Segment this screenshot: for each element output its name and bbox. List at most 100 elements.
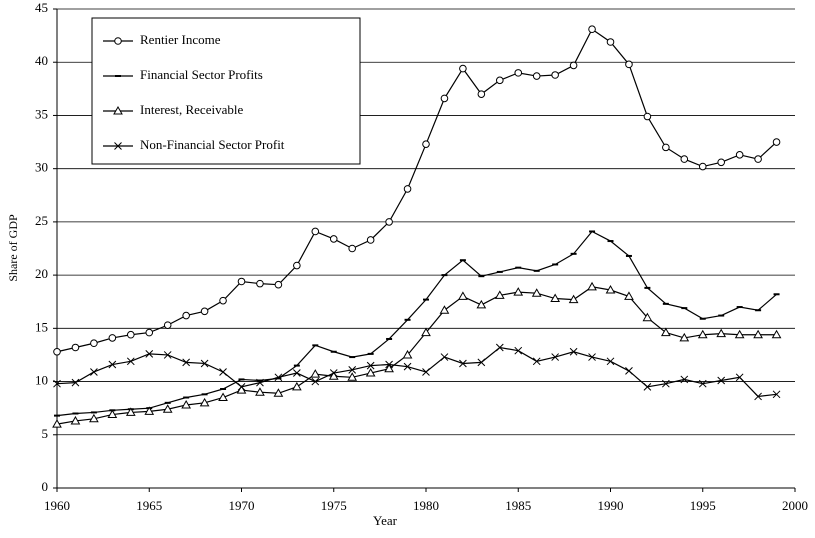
marker [531,288,542,297]
legend-label: Interest, Receivable [140,102,243,117]
marker [145,350,154,358]
legend-label: Non-Financial Sector Profit [140,137,285,152]
marker [365,368,376,377]
x-tick-label: 1995 [690,498,716,513]
marker [606,38,615,46]
x-tick-label: 1965 [136,498,162,513]
series-line [56,346,777,398]
marker [200,359,209,368]
marker [89,413,99,423]
marker [735,151,744,159]
marker [771,329,782,339]
x-tick-label: 1970 [229,498,255,513]
marker [90,339,98,348]
y-tick-label: 45 [35,0,48,15]
marker [403,362,412,371]
marker [114,142,122,150]
legend-box [91,17,361,165]
marker [70,415,81,425]
marker [163,321,172,329]
marker [219,296,227,305]
marker [643,383,652,391]
marker [606,357,615,366]
marker [108,360,117,369]
marker [587,281,597,291]
marker [71,343,80,352]
marker [625,367,633,375]
series-line [56,28,777,353]
marker [735,373,744,382]
marker [162,404,173,413]
marker [569,347,578,356]
marker [329,369,338,377]
marker [551,353,560,361]
legend-label: Rentier Income [140,32,221,47]
x-tick-label: 1985 [505,498,531,513]
marker [439,305,450,314]
marker [107,409,118,419]
marker [255,387,265,396]
marker [550,293,561,303]
y-tick-label: 30 [35,160,48,175]
marker [53,379,61,388]
marker [384,363,394,373]
marker [662,143,670,152]
marker [292,369,301,377]
marker [113,105,123,115]
marker [698,162,707,171]
marker [588,25,596,34]
marker [348,365,357,374]
marker [624,291,634,300]
x-tick-label: 1975 [321,498,347,513]
x-tick-label: 1990 [598,498,624,513]
y-tick-label: 10 [35,373,48,388]
marker [625,60,633,69]
marker [440,353,449,361]
marker [459,359,467,368]
marker [114,37,122,45]
marker [551,71,559,79]
marker [422,368,430,376]
marker [348,244,357,253]
marker [679,332,690,342]
marker [772,138,781,146]
marker [495,343,504,352]
marker [293,261,301,270]
marker [514,69,523,77]
y-tick-label: 35 [35,106,48,121]
x-tick-label: 1980 [413,498,439,513]
marker [108,334,117,342]
marker [476,299,487,309]
series-line [56,230,777,417]
marker [459,64,467,73]
marker [605,285,616,294]
marker [717,158,726,167]
marker [71,378,80,387]
marker [311,377,320,386]
marker [458,291,468,300]
marker [422,140,430,148]
marker [256,378,264,387]
marker [643,112,652,121]
marker [366,236,375,244]
marker [402,349,413,359]
marker [144,406,155,415]
marker [273,388,284,397]
marker [716,328,727,338]
x-tick-label: 2000 [782,498,808,513]
marker [291,381,302,391]
marker [163,351,172,359]
series-line [56,286,777,425]
marker [717,376,726,385]
marker [181,399,192,409]
marker [256,279,264,288]
marker [569,61,578,70]
marker [588,353,596,361]
y-tick-label: 20 [35,266,48,281]
marker [421,327,431,337]
marker [237,383,246,391]
marker [366,361,375,370]
marker [753,329,763,339]
marker [218,392,228,402]
